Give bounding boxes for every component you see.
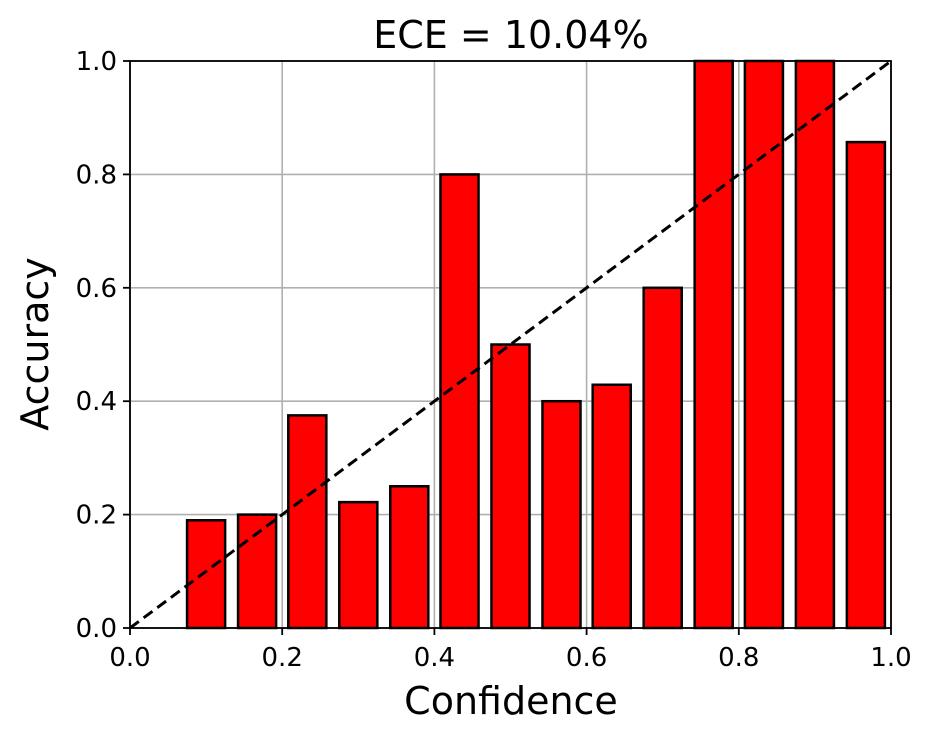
y-axis-ticks: 0.0 0.2 0.4 0.6 0.8 1.0 xyxy=(76,47,130,644)
bar xyxy=(338,500,379,630)
y-tick-label: 0.4 xyxy=(76,387,117,417)
bars xyxy=(185,59,887,630)
plot-frame xyxy=(129,60,892,629)
x-tick-label: 0.0 xyxy=(109,643,150,673)
bar xyxy=(642,286,683,630)
bar xyxy=(541,399,582,630)
y-tick-label: 0.6 xyxy=(76,274,117,304)
x-tick-label: 1.0 xyxy=(870,643,911,673)
y-axis-label: Accuracy xyxy=(13,257,57,431)
bar xyxy=(490,343,531,630)
bar xyxy=(591,383,632,630)
bar xyxy=(389,485,430,630)
bar xyxy=(845,140,887,630)
bar xyxy=(693,59,734,630)
chart-title: ECE = 10.04% xyxy=(373,13,648,57)
bar xyxy=(185,519,227,630)
x-tick-label: 0.8 xyxy=(718,643,759,673)
bar xyxy=(794,59,836,630)
y-tick-label: 0.2 xyxy=(76,501,117,531)
perfect-calibration-line xyxy=(129,59,892,630)
y-tick-label: 1.0 xyxy=(76,47,117,77)
y-tick-label: 0.0 xyxy=(76,614,117,644)
y-tick-label: 0.8 xyxy=(76,160,117,190)
x-axis-ticks: 0.0 0.2 0.4 0.6 0.8 1.0 xyxy=(109,628,912,673)
x-axis-label: Confidence xyxy=(404,679,618,723)
x-tick-label: 0.6 xyxy=(566,643,607,673)
x-tick-label: 0.2 xyxy=(262,643,303,673)
bar xyxy=(287,414,328,630)
x-tick-label: 0.4 xyxy=(414,643,455,673)
bar xyxy=(439,173,480,630)
